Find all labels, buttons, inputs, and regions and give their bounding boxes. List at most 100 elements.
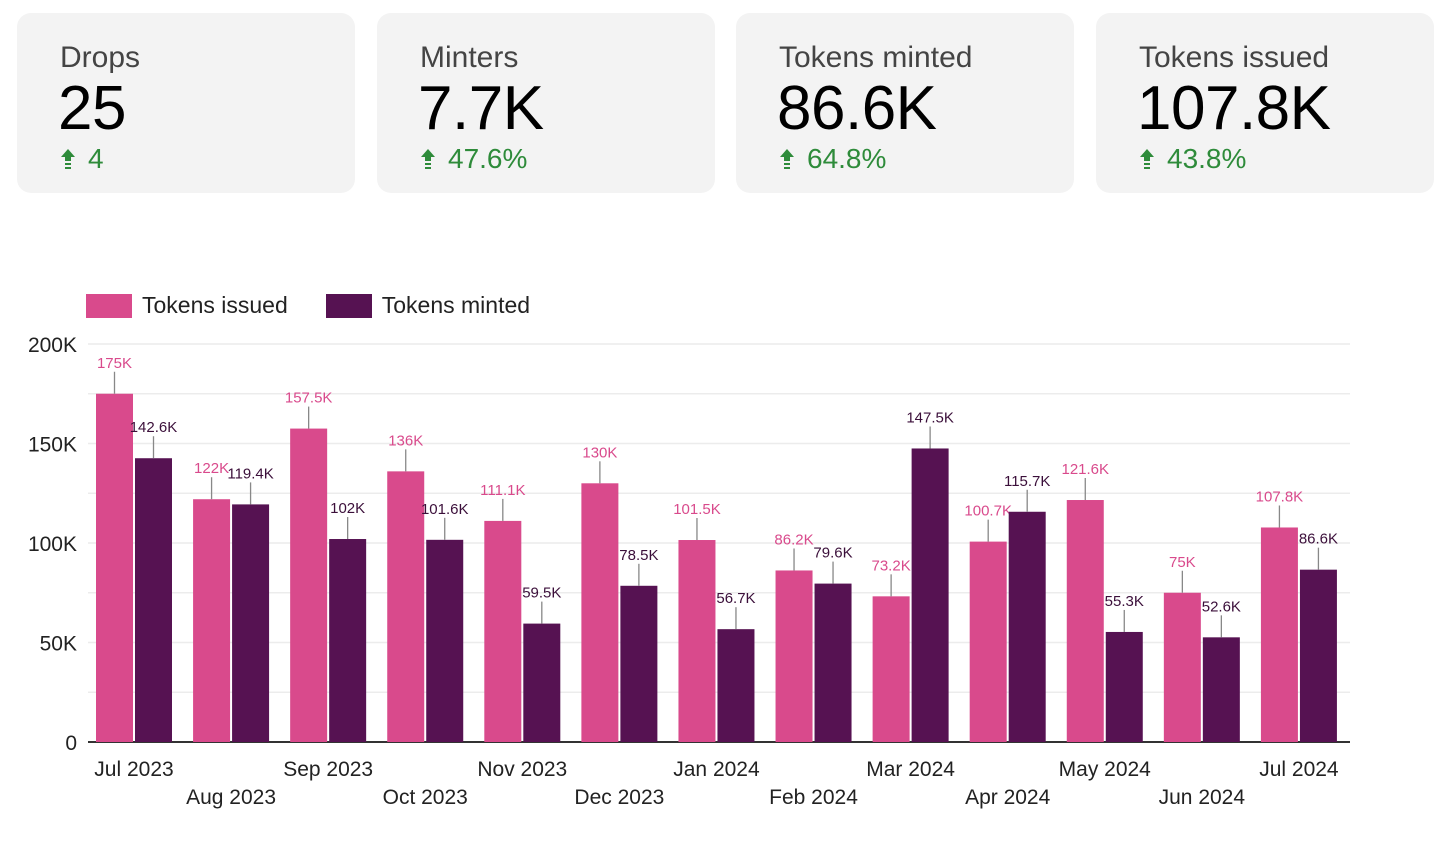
data-label: 55.3K bbox=[1105, 593, 1144, 610]
legend-label: Tokens issued bbox=[142, 292, 288, 318]
bar-issued bbox=[1260, 527, 1298, 742]
data-label: 121.6K bbox=[1061, 461, 1109, 478]
legend-swatch bbox=[325, 293, 372, 318]
bar-minted bbox=[1105, 631, 1143, 742]
bar-issued bbox=[387, 471, 425, 742]
kpi-delta: 4 bbox=[60, 143, 104, 175]
arrow-up-icon bbox=[420, 149, 436, 169]
data-label: 75K bbox=[1169, 554, 1196, 571]
x-tick-label: Jan 2024 bbox=[673, 758, 760, 781]
data-label: 86.2K bbox=[774, 531, 813, 548]
arrow-up-icon bbox=[1139, 149, 1155, 169]
kpi-row: Drops 25 4 Minters 7.7K 47.6% Tokens min… bbox=[0, 0, 1456, 200]
bar-issued bbox=[678, 540, 716, 742]
kpi-delta: 43.8% bbox=[1139, 143, 1246, 175]
kpi-label: Tokens issued bbox=[1139, 41, 1330, 74]
legend-swatch bbox=[86, 293, 132, 318]
data-label: 119.4K bbox=[227, 465, 273, 482]
x-tick-label: Jul 2023 bbox=[94, 758, 173, 781]
data-label: 101.5K bbox=[673, 501, 721, 518]
data-label: 101.6K bbox=[421, 501, 469, 518]
data-label: 73.2K bbox=[872, 557, 911, 574]
bar-minted bbox=[1299, 569, 1337, 742]
data-label: 147.5K bbox=[906, 409, 954, 426]
data-label: 136K bbox=[388, 432, 423, 449]
bar-issued bbox=[484, 520, 522, 742]
x-tick-label: Jun 2024 bbox=[1159, 786, 1246, 809]
kpi-value: 107.8K bbox=[1137, 74, 1331, 143]
kpi-delta-value: 4 bbox=[88, 143, 104, 174]
bar-issued bbox=[969, 541, 1007, 742]
legend-label: Tokens minted bbox=[381, 292, 531, 318]
kpi-delta-value: 43.8% bbox=[1167, 143, 1247, 174]
bar-minted bbox=[135, 458, 172, 742]
bar-minted bbox=[620, 585, 658, 742]
legend-item-issued[interactable]: Tokens issued bbox=[86, 292, 288, 319]
data-label: 130K bbox=[582, 444, 617, 461]
data-label: 115.7K bbox=[1004, 473, 1050, 490]
kpi-delta: 47.6% bbox=[420, 143, 527, 175]
bar-issued bbox=[96, 393, 133, 742]
bar-minted bbox=[814, 583, 852, 742]
bar-chart: Tokens issued Tokens minted 0 50K 100K 150K… bbox=[0, 270, 1456, 830]
data-label: 107.8K bbox=[1256, 488, 1304, 505]
x-tick-label: Apr 2024 bbox=[965, 786, 1051, 809]
bar-minted bbox=[911, 448, 949, 742]
kpi-value: 25 bbox=[58, 74, 126, 143]
y-tick-label: 50K bbox=[40, 633, 77, 656]
legend-item-minted[interactable]: Tokens minted bbox=[325, 292, 531, 319]
bar-minted bbox=[1008, 511, 1046, 742]
x-tick-label: Jul 2024 bbox=[1259, 758, 1339, 781]
kpi-delta-value: 64.8% bbox=[807, 143, 887, 174]
bar-issued bbox=[872, 596, 910, 742]
kpi-delta-value: 47.6% bbox=[448, 143, 528, 174]
data-label: 78.5K bbox=[619, 547, 658, 564]
kpi-label: Tokens minted bbox=[779, 41, 973, 74]
data-label: 157.5K bbox=[285, 390, 333, 407]
kpi-card-minters[interactable]: Minters 7.7K 47.6% bbox=[377, 13, 715, 193]
x-tick-label: Oct 2023 bbox=[383, 786, 468, 809]
data-label: 175K bbox=[97, 355, 132, 372]
bar-issued bbox=[193, 499, 231, 742]
bar-minted bbox=[717, 629, 755, 742]
data-label: 79.6K bbox=[813, 545, 852, 562]
kpi-card-tokens-minted[interactable]: Tokens minted 86.6K 64.8% bbox=[736, 13, 1074, 193]
data-label: 142.6K bbox=[130, 419, 178, 436]
kpi-label: Minters bbox=[420, 41, 519, 74]
bar-minted bbox=[1202, 637, 1240, 742]
data-label: 100.7K bbox=[964, 503, 1012, 520]
y-tick-label: 150K bbox=[28, 434, 77, 457]
y-tick-label: 200K bbox=[28, 334, 77, 357]
bar-issued bbox=[1163, 592, 1201, 742]
bar-minted bbox=[232, 504, 270, 742]
x-tick-label: Mar 2024 bbox=[866, 758, 955, 781]
x-tick-label: Nov 2023 bbox=[477, 758, 567, 781]
data-label: 56.7K bbox=[716, 590, 755, 607]
bar-issued bbox=[581, 483, 619, 742]
bar-minted bbox=[523, 623, 561, 742]
data-label: 59.5K bbox=[522, 585, 561, 602]
x-tick-label: Dec 2023 bbox=[574, 786, 664, 809]
bar-issued bbox=[775, 570, 813, 742]
data-label: 52.6K bbox=[1202, 598, 1241, 615]
data-label: 111.1K bbox=[480, 482, 525, 499]
data-label: 102K bbox=[330, 500, 365, 517]
bar-issued bbox=[290, 428, 328, 742]
y-tick-label: 0 bbox=[65, 732, 77, 755]
kpi-value: 86.6K bbox=[777, 74, 937, 143]
y-tick-label: 100K bbox=[28, 533, 77, 556]
data-label: 86.6K bbox=[1299, 531, 1338, 548]
kpi-card-drops[interactable]: Drops 25 4 bbox=[17, 13, 355, 193]
kpi-value: 7.7K bbox=[418, 74, 544, 143]
kpi-card-tokens-issued[interactable]: Tokens issued 107.8K 43.8% bbox=[1096, 13, 1434, 193]
data-label: 122K bbox=[194, 460, 229, 477]
x-tick-label: Feb 2024 bbox=[769, 786, 858, 809]
arrow-up-icon bbox=[60, 149, 76, 169]
bar-issued bbox=[1066, 500, 1104, 742]
x-tick-label: May 2024 bbox=[1059, 758, 1152, 781]
x-tick-label: Sep 2023 bbox=[283, 758, 373, 781]
bar-minted bbox=[426, 539, 464, 742]
bar-minted bbox=[329, 539, 367, 742]
kpi-label: Drops bbox=[60, 41, 141, 74]
